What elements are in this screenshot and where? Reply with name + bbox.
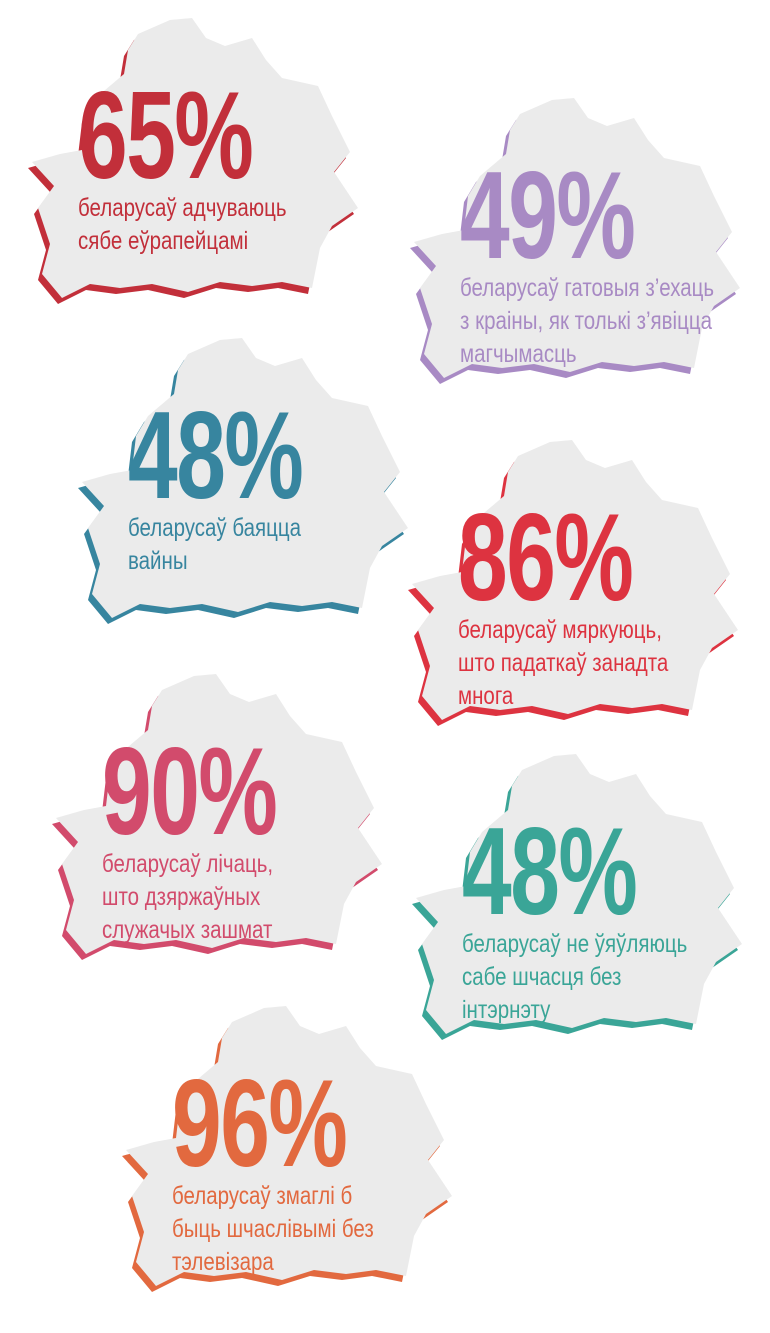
description-line: беларусаў не ўяўляюць — [462, 930, 688, 958]
description-line: тэлевізара — [172, 1248, 274, 1276]
percent: 96% — [172, 1055, 348, 1193]
description-line: быць шчаслівымі без — [172, 1215, 374, 1243]
description-line: магчымасць — [460, 340, 577, 368]
description: беларусаў адчуваюць сябе еўрапейцамі — [78, 192, 287, 258]
description-line: беларусаў баяцца — [128, 514, 302, 542]
description-line: служачых зашмат — [102, 916, 273, 944]
stat-card: 49% беларусаў гатовыя з’ехаць з краіны, як… — [402, 92, 752, 392]
stat-card: 90% беларусаў лічаць, што дзяржаўных служач… — [44, 668, 394, 968]
description-line: многа — [458, 682, 514, 710]
description-line: беларусаў гатовыя з’ехаць — [460, 274, 715, 302]
percent: 90% — [102, 723, 278, 861]
description: беларусаў гатовыя з’ехаць з краіны, як то… — [460, 272, 714, 371]
description-line: сябе еўрапейцамі — [78, 227, 249, 255]
description-line: з краіны, як толькі з’явіцца — [460, 307, 712, 335]
description: беларусаў не ўяўляюць сабе шчасця без інтэ… — [462, 928, 687, 1027]
description-line: беларусаў мяркуюць, — [458, 616, 662, 644]
description-line: сабе шчасця без — [462, 963, 622, 991]
description-line: што падаткаў занадта — [458, 649, 669, 677]
description-line: беларусаў змаглі б — [172, 1182, 353, 1210]
percent: 86% — [458, 489, 634, 627]
description-line: што дзяржаўных — [102, 883, 261, 911]
description-line: інтэрнэту — [462, 996, 551, 1024]
percent: 48% — [128, 387, 304, 525]
description: беларусаў лічаць, што дзяржаўных служачых … — [102, 848, 273, 947]
description-line: беларусаў адчуваюць — [78, 194, 287, 222]
stat-card: 96% беларусаў змаглі б быць шчаслівымі без… — [114, 1000, 464, 1300]
stat-card: 48% беларусаў баяцца вайны — [70, 332, 420, 632]
percent: 49% — [460, 147, 636, 285]
stat-card: 48% беларусаў не ўяўляюць сабе шчасця без і… — [404, 748, 754, 1048]
percent: 65% — [78, 67, 254, 205]
description: беларусаў мяркуюць, што падаткаў занадта м… — [458, 614, 668, 713]
description-line: вайны — [128, 547, 188, 575]
stat-card: 65% беларусаў адчуваюць сябе еўрапейцамі — [20, 12, 370, 312]
description-line: беларусаў лічаць, — [102, 850, 274, 878]
description: беларусаў змаглі б быць шчаслівымі без тэл… — [172, 1180, 374, 1279]
description: беларусаў баяцца вайны — [128, 512, 301, 578]
percent: 48% — [462, 803, 638, 941]
stat-card: 86% беларусаў мяркуюць, што падаткаў занад… — [400, 434, 750, 734]
